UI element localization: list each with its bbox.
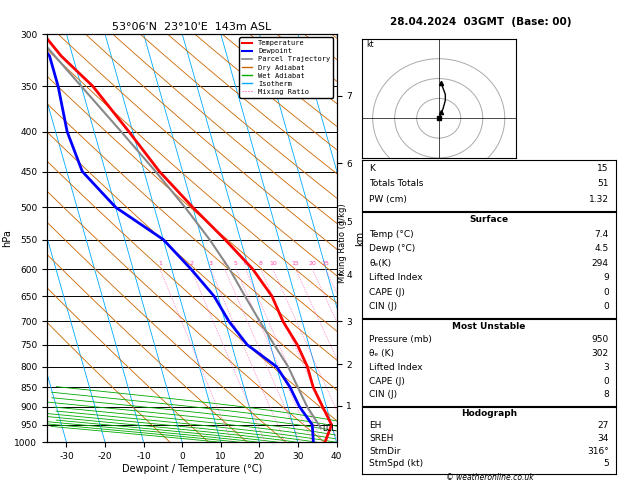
Text: θₑ(K): θₑ(K) <box>369 259 391 268</box>
Text: 302: 302 <box>592 349 609 358</box>
Text: SREH: SREH <box>369 434 394 443</box>
Text: 25: 25 <box>321 261 330 266</box>
Text: 8: 8 <box>603 390 609 399</box>
Text: Totals Totals: Totals Totals <box>369 179 424 188</box>
Text: 316°: 316° <box>587 447 609 455</box>
Text: EH: EH <box>369 421 382 430</box>
Text: PW (cm): PW (cm) <box>369 194 407 204</box>
Text: 51: 51 <box>598 179 609 188</box>
Text: 7.4: 7.4 <box>594 230 609 239</box>
Text: Lifted Index: Lifted Index <box>369 363 423 372</box>
Text: CAPE (J): CAPE (J) <box>369 377 405 385</box>
Text: 0: 0 <box>603 302 609 311</box>
Text: 1: 1 <box>158 261 162 266</box>
Text: CIN (J): CIN (J) <box>369 390 398 399</box>
Text: 6: 6 <box>243 261 247 266</box>
Text: © weatheronline.co.uk: © weatheronline.co.uk <box>445 473 533 482</box>
Text: Hodograph: Hodograph <box>461 409 517 417</box>
Text: CAPE (J): CAPE (J) <box>369 288 405 297</box>
Legend: Temperature, Dewpoint, Parcel Trajectory, Dry Adiabat, Wet Adiabat, Isotherm, Mi: Temperature, Dewpoint, Parcel Trajectory… <box>239 37 333 98</box>
Text: 34: 34 <box>598 434 609 443</box>
Text: StmSpd (kt): StmSpd (kt) <box>369 459 423 468</box>
Text: 20: 20 <box>308 261 316 266</box>
Text: 3: 3 <box>208 261 213 266</box>
Y-axis label: hPa: hPa <box>2 229 12 247</box>
Text: 2: 2 <box>189 261 193 266</box>
Text: 8: 8 <box>259 261 263 266</box>
Text: 4: 4 <box>223 261 226 266</box>
X-axis label: Dewpoint / Temperature (°C): Dewpoint / Temperature (°C) <box>122 464 262 474</box>
Text: 15: 15 <box>292 261 299 266</box>
Text: LCL: LCL <box>322 424 336 433</box>
Text: Mixing Ratio (g/kg): Mixing Ratio (g/kg) <box>338 203 347 283</box>
Text: 3: 3 <box>603 363 609 372</box>
Text: 10: 10 <box>269 261 277 266</box>
Text: Most Unstable: Most Unstable <box>452 322 526 330</box>
Y-axis label: km
ASL: km ASL <box>355 229 376 247</box>
Text: 27: 27 <box>598 421 609 430</box>
Text: kt: kt <box>366 40 374 49</box>
Text: 0: 0 <box>603 288 609 297</box>
Text: Dewp (°C): Dewp (°C) <box>369 244 416 253</box>
Text: Pressure (mb): Pressure (mb) <box>369 335 432 345</box>
Text: 1.32: 1.32 <box>589 194 609 204</box>
Text: 950: 950 <box>591 335 609 345</box>
Text: Surface: Surface <box>469 215 509 224</box>
Text: 294: 294 <box>592 259 609 268</box>
Text: θₑ (K): θₑ (K) <box>369 349 394 358</box>
Text: 15: 15 <box>598 164 609 173</box>
Text: 4.5: 4.5 <box>594 244 609 253</box>
Text: Lifted Index: Lifted Index <box>369 273 423 282</box>
Text: CIN (J): CIN (J) <box>369 302 398 311</box>
Text: 5: 5 <box>603 459 609 468</box>
Text: 0: 0 <box>603 377 609 385</box>
Text: 28.04.2024  03GMT  (Base: 00): 28.04.2024 03GMT (Base: 00) <box>391 17 572 27</box>
Text: Temp (°C): Temp (°C) <box>369 230 414 239</box>
Text: K: K <box>369 164 375 173</box>
Text: StmDir: StmDir <box>369 447 401 455</box>
Title: 53°06'N  23°10'E  143m ASL: 53°06'N 23°10'E 143m ASL <box>112 22 272 32</box>
Text: 5: 5 <box>234 261 238 266</box>
Text: 9: 9 <box>603 273 609 282</box>
